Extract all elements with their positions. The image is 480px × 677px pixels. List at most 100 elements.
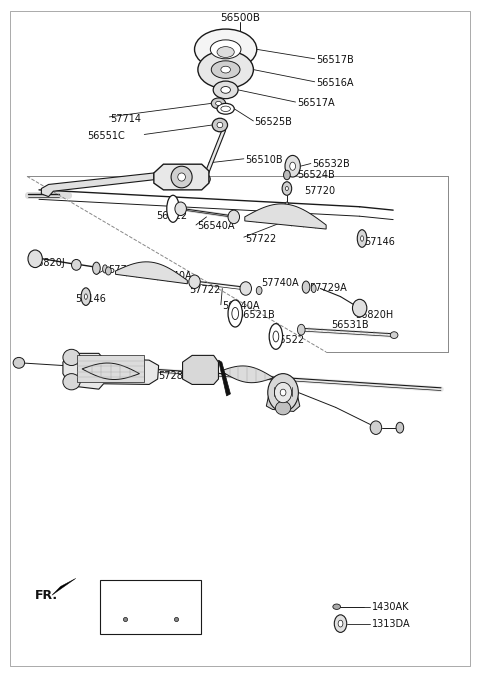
- Ellipse shape: [167, 195, 179, 222]
- Text: 57280: 57280: [158, 371, 190, 380]
- Ellipse shape: [198, 51, 253, 89]
- Text: 56517A: 56517A: [298, 98, 335, 108]
- Ellipse shape: [84, 294, 87, 299]
- Ellipse shape: [201, 174, 210, 183]
- Ellipse shape: [106, 267, 111, 275]
- Polygon shape: [266, 395, 300, 412]
- Ellipse shape: [396, 422, 404, 433]
- Polygon shape: [204, 131, 226, 176]
- Polygon shape: [182, 355, 218, 385]
- Text: 56522: 56522: [274, 335, 305, 345]
- Ellipse shape: [338, 620, 343, 627]
- Ellipse shape: [63, 349, 80, 366]
- Ellipse shape: [390, 332, 398, 338]
- Text: 56531B: 56531B: [331, 320, 369, 330]
- Text: 57714: 57714: [110, 114, 141, 124]
- Ellipse shape: [268, 374, 299, 412]
- Polygon shape: [41, 173, 154, 196]
- Ellipse shape: [171, 167, 192, 188]
- Ellipse shape: [228, 300, 242, 327]
- Ellipse shape: [28, 250, 42, 267]
- Ellipse shape: [217, 123, 223, 128]
- Ellipse shape: [273, 331, 279, 342]
- Ellipse shape: [93, 262, 100, 274]
- Text: 56540A: 56540A: [222, 301, 259, 311]
- Polygon shape: [218, 360, 230, 396]
- Ellipse shape: [194, 29, 257, 70]
- Ellipse shape: [284, 171, 290, 179]
- Ellipse shape: [213, 81, 238, 99]
- Ellipse shape: [212, 118, 228, 132]
- Polygon shape: [52, 578, 76, 595]
- Text: 57722: 57722: [245, 234, 276, 244]
- Bar: [77, 355, 144, 383]
- Text: 56510B: 56510B: [245, 155, 282, 165]
- Ellipse shape: [302, 281, 310, 293]
- Ellipse shape: [13, 357, 24, 368]
- Text: 1129ED: 1129ED: [156, 595, 191, 604]
- Text: FR.: FR.: [35, 589, 58, 602]
- Ellipse shape: [276, 401, 291, 415]
- Ellipse shape: [211, 98, 226, 109]
- Ellipse shape: [282, 181, 292, 195]
- Ellipse shape: [63, 374, 80, 390]
- Text: 57729A: 57729A: [310, 283, 347, 293]
- Ellipse shape: [285, 202, 289, 207]
- Text: 57720: 57720: [305, 186, 336, 196]
- Ellipse shape: [103, 265, 108, 273]
- Text: 56525B: 56525B: [254, 117, 292, 127]
- Text: 57740A: 57740A: [262, 278, 299, 288]
- Text: 56516A: 56516A: [317, 78, 354, 88]
- Ellipse shape: [333, 604, 340, 609]
- Text: 1124AE: 1124AE: [105, 595, 140, 604]
- Text: 56820J: 56820J: [31, 258, 65, 268]
- Ellipse shape: [334, 615, 347, 632]
- Ellipse shape: [217, 47, 234, 58]
- Text: 56551C: 56551C: [87, 131, 125, 141]
- Text: 56521B: 56521B: [238, 310, 276, 320]
- Ellipse shape: [290, 162, 296, 171]
- Text: 56532B: 56532B: [312, 159, 349, 169]
- Ellipse shape: [357, 230, 367, 247]
- Ellipse shape: [217, 104, 234, 114]
- Ellipse shape: [211, 61, 240, 79]
- Text: 1430AK: 1430AK: [372, 603, 409, 613]
- Ellipse shape: [256, 286, 262, 294]
- Ellipse shape: [221, 66, 230, 73]
- Text: 56820H: 56820H: [355, 310, 393, 320]
- Text: 56524B: 56524B: [298, 170, 335, 180]
- Ellipse shape: [175, 202, 186, 215]
- Text: 57146: 57146: [75, 294, 106, 305]
- Text: 57740A: 57740A: [154, 271, 192, 282]
- Ellipse shape: [370, 421, 382, 435]
- Ellipse shape: [221, 87, 230, 93]
- Ellipse shape: [280, 389, 286, 396]
- Ellipse shape: [178, 173, 185, 181]
- Text: 56522: 56522: [156, 211, 187, 221]
- Text: 57729A: 57729A: [108, 265, 146, 275]
- Ellipse shape: [312, 284, 316, 292]
- Ellipse shape: [360, 236, 363, 241]
- Ellipse shape: [286, 186, 288, 190]
- Polygon shape: [245, 204, 326, 229]
- Text: 1313DA: 1313DA: [372, 619, 410, 629]
- Text: 56540A: 56540A: [197, 221, 234, 232]
- Text: 56551A: 56551A: [158, 178, 196, 188]
- Text: 56500B: 56500B: [220, 14, 260, 23]
- Text: 57146: 57146: [364, 237, 396, 247]
- Ellipse shape: [275, 383, 292, 403]
- Ellipse shape: [269, 324, 283, 349]
- Ellipse shape: [189, 275, 200, 288]
- Text: 57722: 57722: [189, 285, 220, 295]
- Ellipse shape: [72, 259, 81, 270]
- Ellipse shape: [221, 106, 230, 112]
- Ellipse shape: [228, 210, 240, 223]
- Polygon shape: [116, 262, 187, 284]
- Bar: [100, 580, 201, 634]
- Ellipse shape: [285, 156, 300, 177]
- Ellipse shape: [210, 40, 241, 59]
- Ellipse shape: [232, 307, 239, 320]
- Ellipse shape: [216, 102, 221, 106]
- Ellipse shape: [81, 288, 91, 305]
- Text: 56517B: 56517B: [317, 55, 354, 65]
